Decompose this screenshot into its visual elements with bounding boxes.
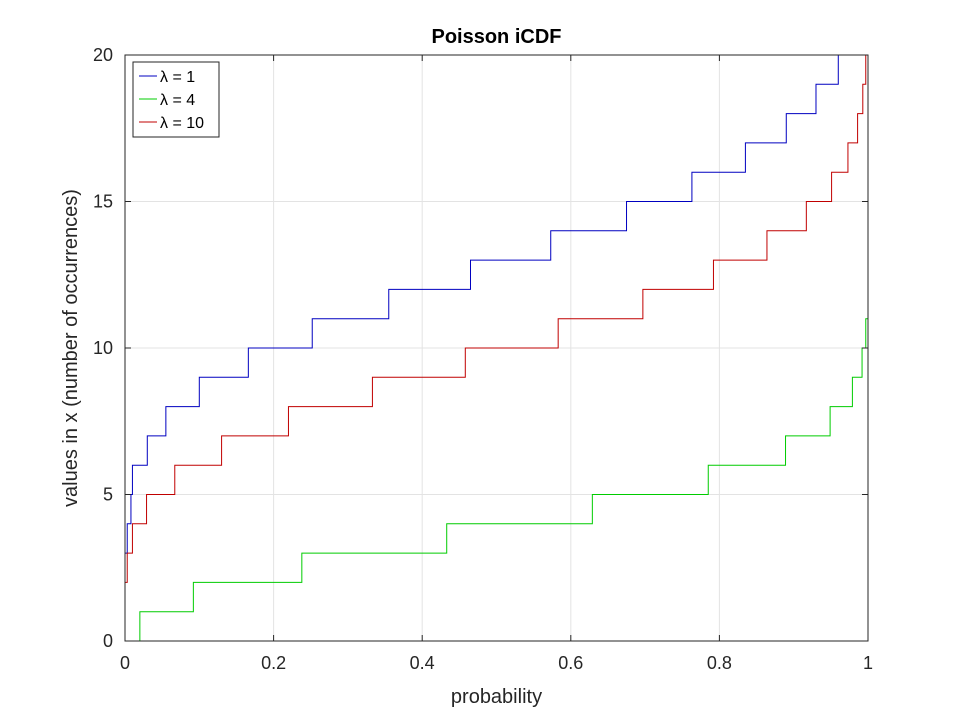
y-tick-label-2: 10 [93, 338, 113, 358]
x-tick-label-4: 0.8 [707, 653, 732, 673]
y-tick-label-0: 0 [103, 631, 113, 651]
legend-entry-2: λ = 10 [160, 115, 204, 132]
x-tick-label-2: 0.4 [410, 653, 435, 673]
legend-entry-1: λ = 4 [160, 92, 195, 109]
series-line-1 [125, 318, 868, 642]
chart-title: Poisson iCDF [431, 26, 561, 48]
y-tick-label-4: 20 [93, 45, 113, 65]
y-axis-label: values in x (number of occurrences) [60, 189, 82, 507]
y-tick-label-3: 15 [93, 192, 113, 212]
x-tick-label-0: 0 [120, 653, 130, 673]
x-tick-label-1: 0.2 [261, 653, 286, 673]
y-tick-label-1: 5 [103, 485, 113, 505]
series-line-0 [125, 54, 868, 554]
legend: λ = 1 λ = 4 λ = 10 [132, 61, 220, 138]
x-tick-label-5: 1 [863, 653, 873, 673]
legend-entry-0: λ = 1 [160, 69, 195, 86]
x-tick-label-3: 0.6 [558, 653, 583, 673]
x-axis-label: probability [451, 686, 542, 708]
series-group [125, 54, 868, 642]
series-line-2 [125, 54, 868, 583]
